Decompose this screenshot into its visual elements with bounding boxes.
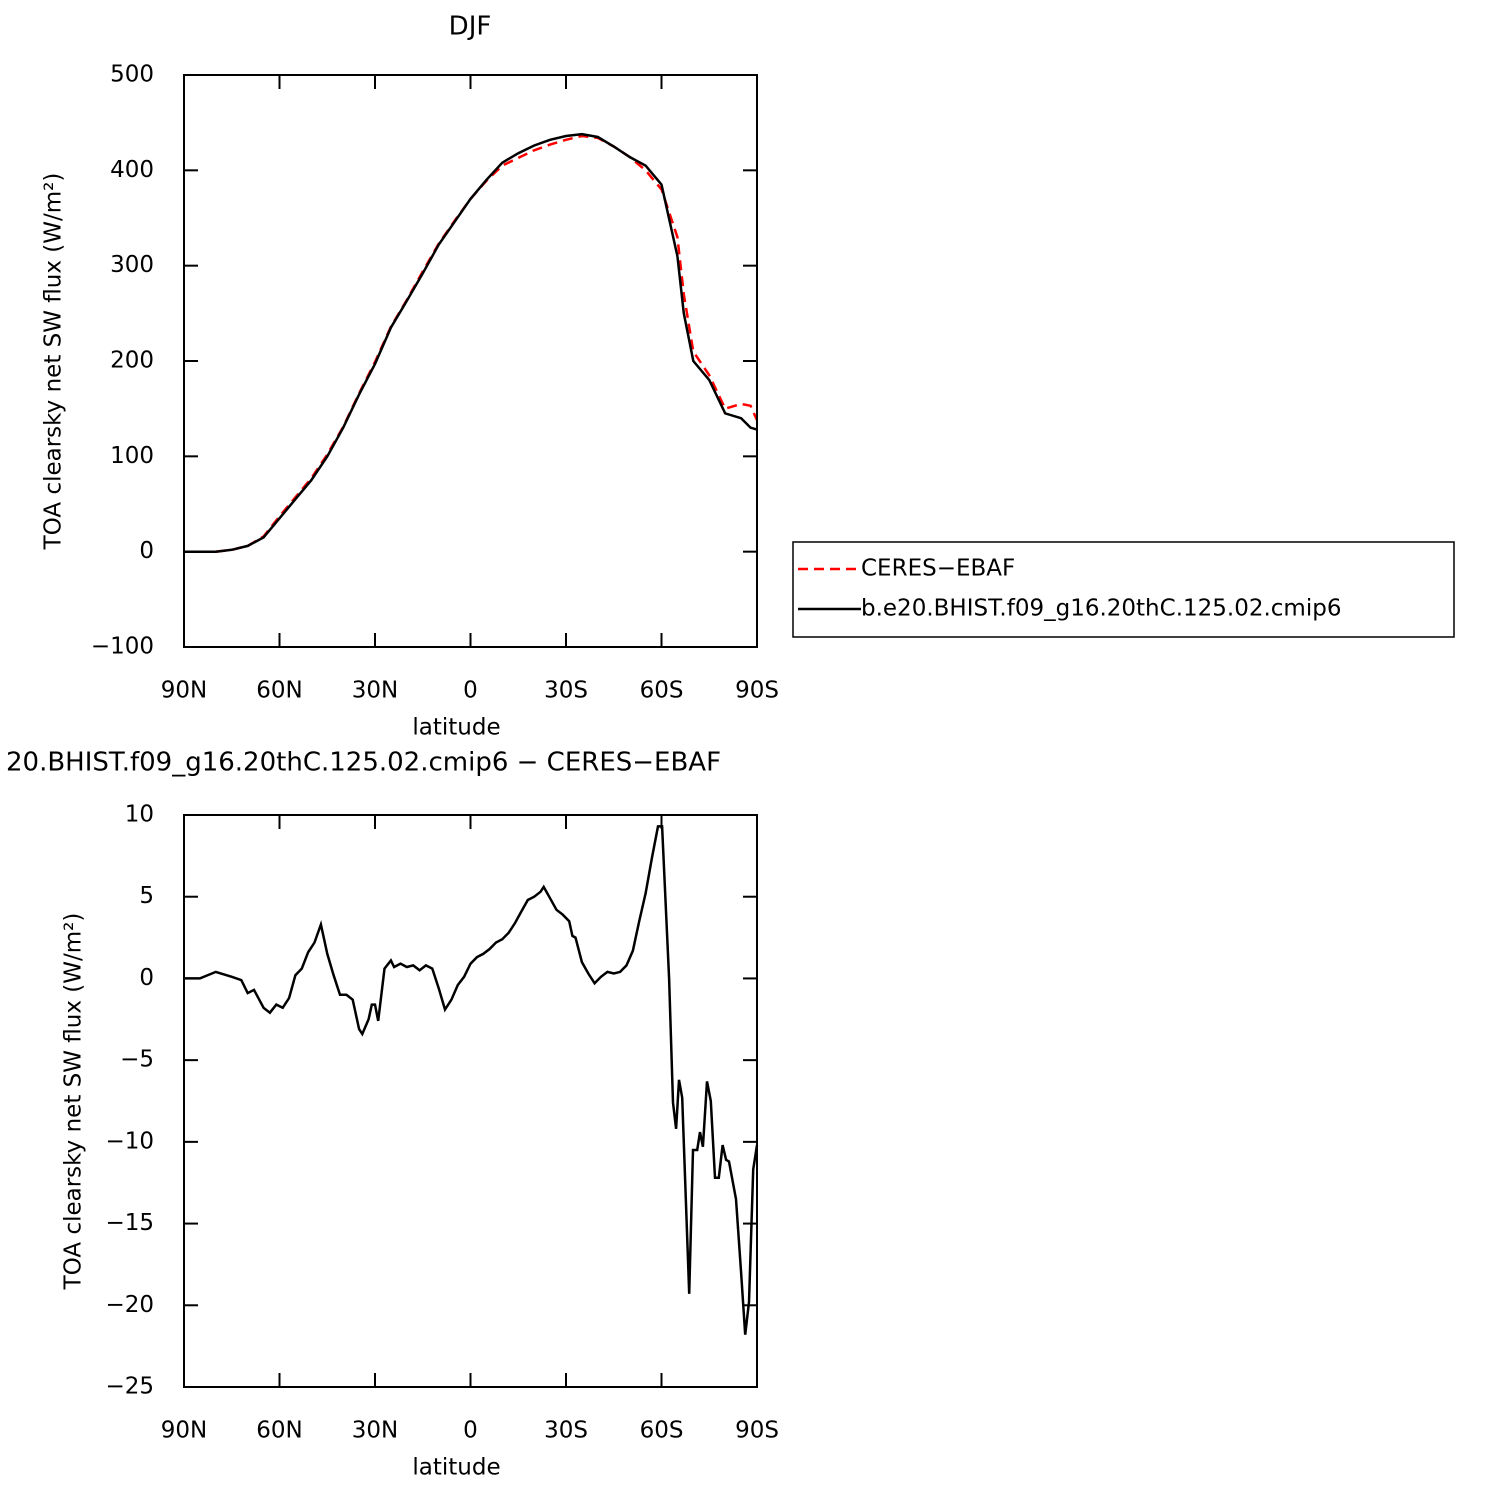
x-tick-label: 0 xyxy=(463,1418,478,1444)
y-tick-label: −20 xyxy=(105,1292,154,1318)
x-axis-label: latitude xyxy=(412,715,500,741)
x-tick-label: 60N xyxy=(256,678,302,704)
y-axis-label: TOA clearsky net SW flux (W/m²) xyxy=(41,173,67,551)
data-line xyxy=(184,132,758,553)
plot-frame xyxy=(183,814,758,1388)
y-tick-label: −15 xyxy=(105,1210,154,1236)
x-tick-label: 90N xyxy=(161,678,207,704)
y-tick-label: 400 xyxy=(110,157,154,183)
x-tick-label: 30S xyxy=(544,1418,588,1444)
x-tick-label: 60S xyxy=(640,1418,684,1444)
y-tick-label: −5 xyxy=(120,1047,154,1073)
chart-title: 20.BHIST.f09_g16.20thC.125.02.cmip6 − CE… xyxy=(6,748,721,778)
legend-label: b.e20.BHIST.f09_g16.20thC.125.02.cmip6 xyxy=(861,596,1341,622)
legend-label: CERES−EBAF xyxy=(861,556,1015,582)
y-tick-label: 200 xyxy=(110,348,154,374)
chart-title: DJF xyxy=(449,12,492,42)
x-tick-label: 30S xyxy=(544,678,588,704)
y-tick-label: 10 xyxy=(125,802,154,828)
y-tick-label: 300 xyxy=(110,252,154,278)
x-axis-label: latitude xyxy=(412,1455,500,1481)
x-tick-label: 90S xyxy=(735,678,779,704)
y-tick-label: 5 xyxy=(139,883,154,909)
y-tick-label: 500 xyxy=(110,62,154,88)
x-tick-label: 0 xyxy=(463,678,478,704)
y-tick-label: −25 xyxy=(105,1374,154,1400)
x-tick-label: 90S xyxy=(735,1418,779,1444)
y-tick-label: 100 xyxy=(110,443,154,469)
y-tick-label: −100 xyxy=(91,634,154,660)
y-tick-label: −10 xyxy=(105,1128,154,1154)
x-tick-label: 60N xyxy=(256,1418,302,1444)
x-tick-label: 30N xyxy=(352,1418,398,1444)
x-tick-label: 90N xyxy=(161,1418,207,1444)
x-tick-label: 30N xyxy=(352,678,398,704)
y-tick-label: 0 xyxy=(139,538,154,564)
legend-box xyxy=(792,541,1455,638)
data-line xyxy=(184,825,759,1335)
x-tick-label: 60S xyxy=(640,678,684,704)
y-axis-label: TOA clearsky net SW flux (W/m²) xyxy=(61,913,87,1291)
y-tick-label: 0 xyxy=(139,965,154,991)
plot-frame xyxy=(183,74,758,648)
